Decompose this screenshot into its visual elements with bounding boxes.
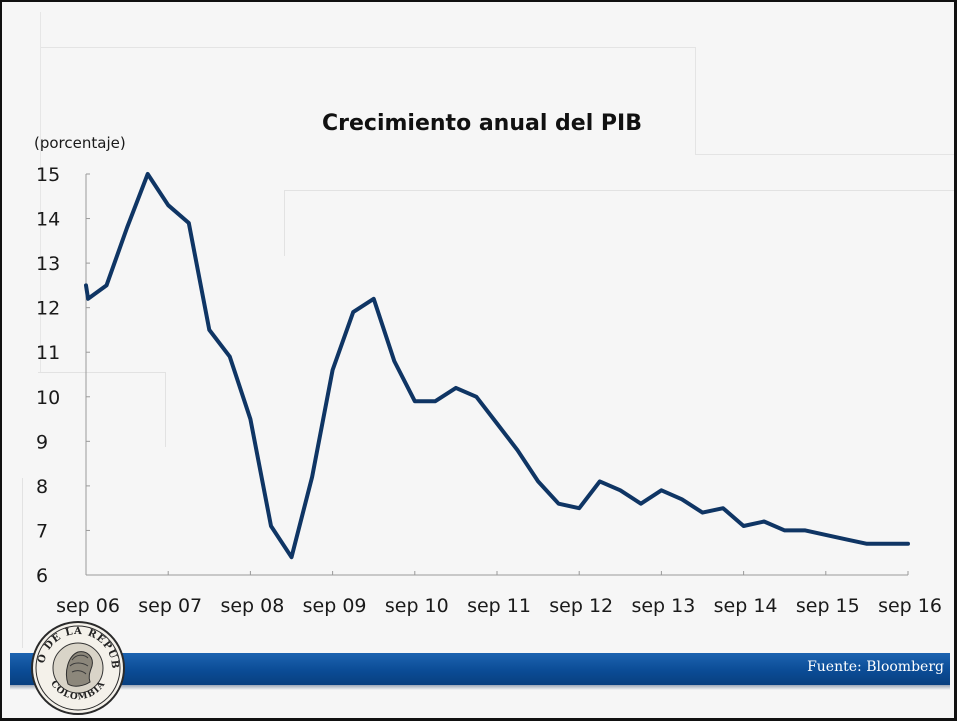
x-axis: sep 06 sep 07 sep 08 sep 09 sep 10 sep 11 sep … [56, 571, 942, 617]
x-tick-label: sep 15 [796, 595, 860, 617]
y-axis: 6 7 8 9 10 11 12 13 14 15 [36, 164, 90, 587]
x-tick-label: sep 11 [467, 595, 531, 617]
y-tick-label: 13 [36, 253, 60, 275]
background-panel-low [38, 372, 166, 373]
axes [85, 174, 908, 576]
y-axis-unit-label: (porcentaje) [34, 134, 126, 152]
background-panel-right-bottom [695, 154, 954, 155]
y-tick-label: 10 [36, 387, 60, 409]
background-panel-mid-vert [284, 190, 285, 256]
x-tick-label: sep 14 [714, 595, 778, 617]
background-panel-low-vert [165, 372, 166, 447]
y-tick-label: 9 [36, 431, 48, 453]
series-line-pib-growth [84, 172, 910, 560]
background-panel-mid [284, 190, 954, 191]
x-tick-label: sep 13 [631, 595, 695, 617]
background-panel-left [40, 12, 41, 372]
background-panel-right [695, 47, 696, 154]
y-tick-label: 7 [36, 520, 48, 542]
background-panel-left2 [22, 478, 23, 648]
x-tick-label: sep 16 [878, 595, 942, 617]
footer-shadow [10, 685, 950, 690]
y-tick-label: 12 [36, 298, 60, 320]
y-tick-label: 8 [36, 476, 48, 498]
source-label: Fuente: Bloomberg [807, 659, 944, 675]
bank-logo-seal: BANCO DE LA REPUBLICA COLOMBIA [30, 620, 125, 715]
background-panel-top [40, 47, 695, 48]
x-tick-label: sep 10 [385, 595, 449, 617]
x-tick-label: sep 12 [549, 595, 613, 617]
y-tick-label: 14 [36, 209, 60, 231]
footer-bar [10, 653, 950, 685]
chart-title: Crecimiento anual del PIB [322, 111, 642, 136]
y-tick-label: 6 [36, 565, 48, 587]
y-tick-label: 11 [36, 342, 60, 364]
x-tick-label: sep 06 [56, 595, 120, 617]
x-tick-label: sep 07 [138, 595, 202, 617]
x-tick-label: sep 09 [303, 595, 367, 617]
series-group [84, 172, 910, 560]
y-tick-label: 15 [36, 164, 60, 186]
x-tick-label: sep 08 [220, 595, 284, 617]
